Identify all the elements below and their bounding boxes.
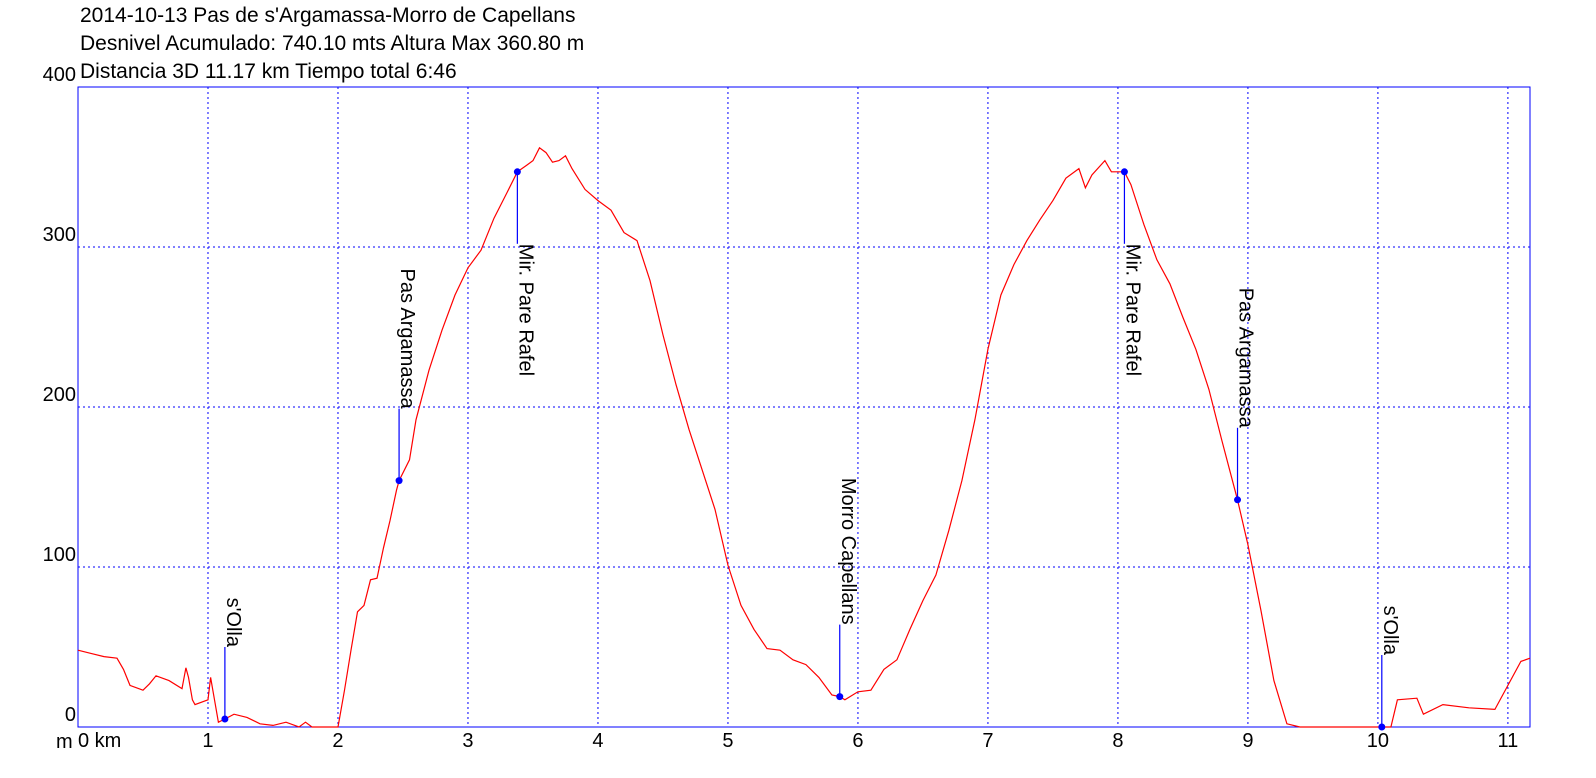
x-tick-label: 8 [1112,730,1123,752]
y-tick-label: 0 [65,704,76,726]
x-tick-label: 0 km [78,730,121,752]
waypoint-label: Pas Argamassa [396,269,418,410]
x-tick-label: 2 [332,730,343,752]
waypoint-marker [395,477,403,485]
chart-subtitle: Desnivel Acumulado: 740.10 mts Altura Ma… [80,32,584,55]
y-tick-label: 400 [43,64,76,86]
y-tick-label: 100 [43,544,76,566]
plot-frame [77,86,1531,728]
x-tick-label: 6 [852,730,863,752]
waypoint-marker [1234,496,1242,504]
waypoint-label: Mir. Pare Rafel [1121,244,1143,376]
x-tick-label: 5 [722,730,733,752]
x-tick-label: 11 [1498,730,1519,752]
waypoint-marker [1378,723,1386,731]
chart-subtitle: Distancia 3D 11.17 km Tiempo total 6:46 [80,60,457,83]
y-tick-label: 300 [43,224,76,246]
waypoint-label: Morro Capellans [837,478,859,625]
y-axis-label: m [56,731,73,753]
waypoint-label: Pas Argamassa [1235,288,1257,429]
x-tick-label: 10 [1367,730,1389,752]
waypoint-marker [221,715,229,723]
waypoint-label: s'Olla [1379,606,1401,656]
waypoint-label: s'Olla [222,598,244,648]
chart-title: 2014-10-13 Pas de s'Argamassa-Morro de C… [80,4,575,27]
y-tick-label: 200 [43,384,76,406]
waypoint-label: Mir. Pare Rafel [514,244,536,376]
x-tick-label: 7 [982,730,993,752]
waypoint-marker [1120,168,1128,176]
x-tick-label: 1 [202,730,213,752]
x-tick-label: 3 [462,730,473,752]
elevation-line [77,146,1531,728]
waypoint-marker [836,693,844,701]
x-tick-label: 9 [1242,730,1253,752]
waypoint-marker [513,168,521,176]
x-tick-label: 4 [592,730,603,752]
